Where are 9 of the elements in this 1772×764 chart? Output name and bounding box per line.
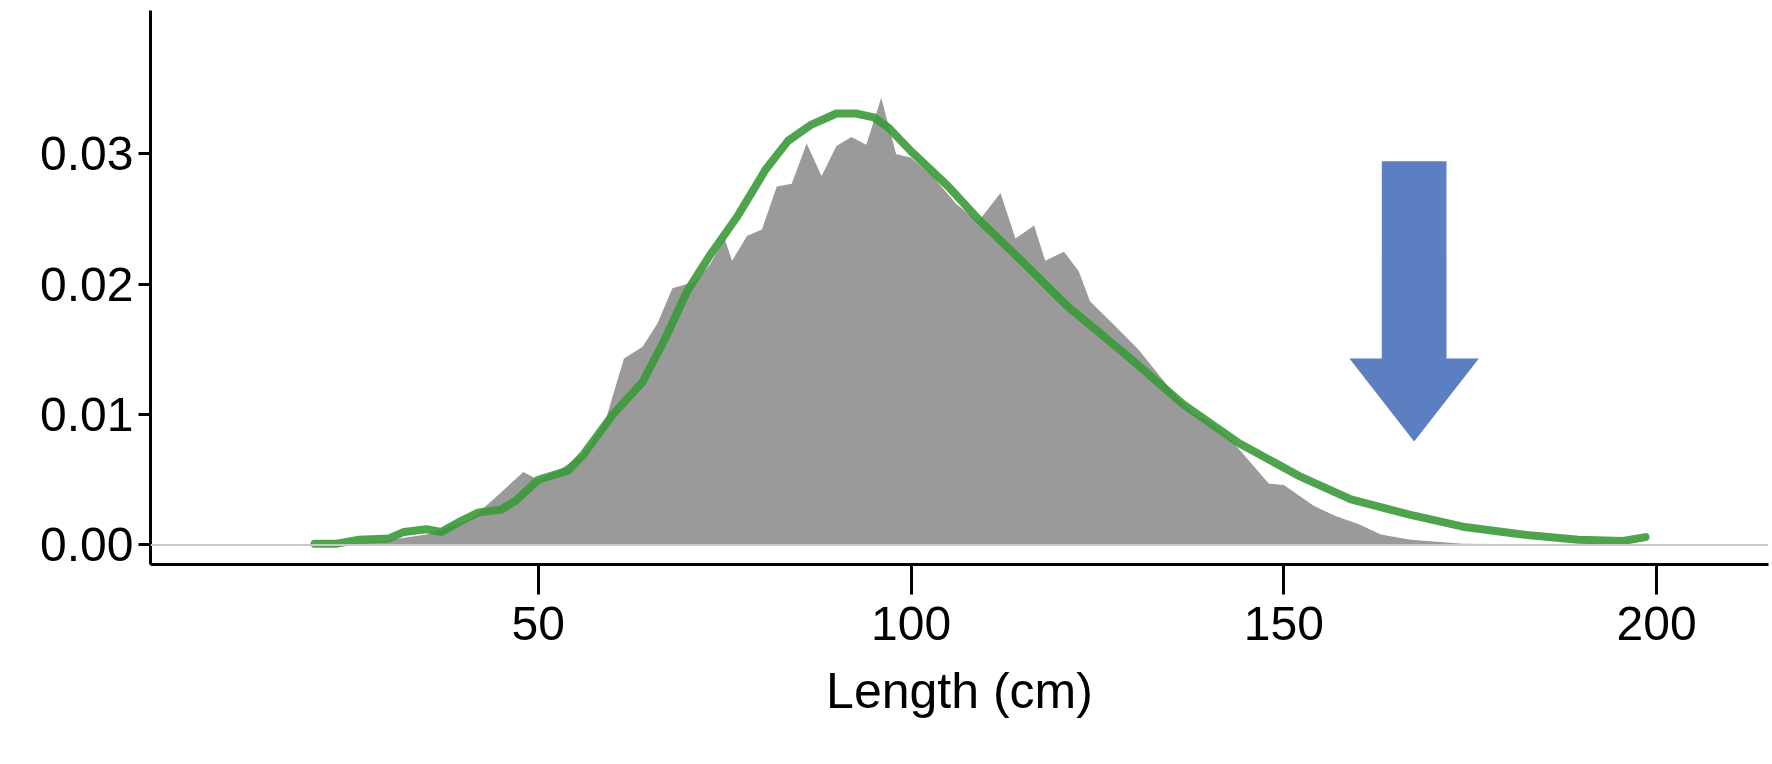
y-tick-label: 0.01	[40, 388, 134, 442]
y-tick-label: 0.03	[40, 127, 134, 181]
x-tick-label: 150	[1243, 596, 1324, 650]
y-tick-label: 0.02	[40, 257, 134, 311]
y-tick-label: 0.00	[40, 518, 134, 572]
x-tick-label: 100	[870, 596, 952, 650]
x-axis-title: Length (cm)	[826, 662, 1093, 719]
x-tick-label: 50	[511, 596, 565, 650]
x-tick-label: 200	[1616, 596, 1697, 650]
